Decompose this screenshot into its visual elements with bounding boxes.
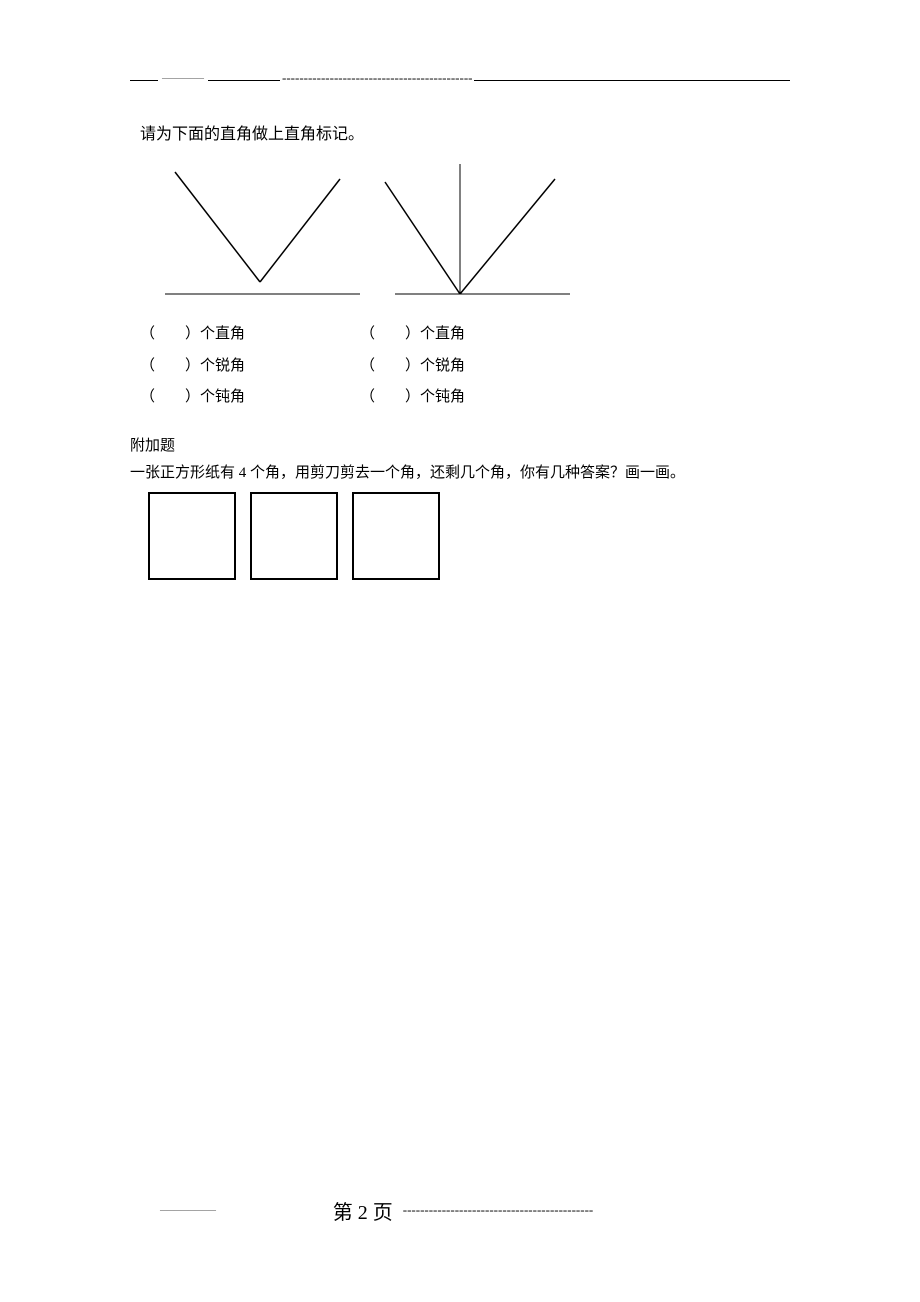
top-rule-dashes: ----------------------------------------…: [280, 70, 474, 86]
footer-left-mark: ————————: [160, 1206, 216, 1214]
label-col-right: （ ）个直角 （ ）个锐角 （ ）个钝角: [360, 319, 570, 414]
instruction-text: 请为下面的直角做上直角标记。: [140, 120, 790, 144]
blank-square: [250, 492, 338, 580]
label-left-right-angle: （ ）个直角: [140, 319, 350, 351]
label-left-obtuse-angle: （ ）个钝角: [140, 382, 350, 414]
blank-square: [148, 492, 236, 580]
bonus-section: 附加题 一张正方形纸有 4 个角，用剪刀剪去一个角，还剩几个角，你有几种答案？画…: [130, 434, 790, 580]
label-right-right-angle: （ ）个直角: [360, 319, 570, 351]
page-footer: ———————— 第 2 页 -------------------------…: [130, 1198, 790, 1222]
angle-diagrams: [140, 164, 800, 304]
footer-dashes: ----------------------------------------…: [403, 1202, 593, 1218]
label-col-left: （ ）个直角 （ ）个锐角 （ ）个钝角: [140, 319, 350, 414]
top-rule: —————— ---------------------------------…: [130, 70, 790, 90]
top-rule-left-mark: ——————: [158, 74, 208, 82]
angle-labels: （ ）个直角 （ ）个锐角 （ ）个钝角 （ ）个直角 （ ）个锐角 （ ）个钝…: [140, 319, 790, 414]
bonus-title: 附加题: [130, 434, 790, 455]
footer-page-label: 第 2 页: [327, 1196, 399, 1225]
bonus-text: 一张正方形纸有 4 个角，用剪刀剪去一个角，还剩几个角，你有几种答案？画一画。: [130, 461, 790, 482]
blank-square: [352, 492, 440, 580]
squares-container: [148, 492, 790, 580]
diagram-svg: [140, 164, 580, 304]
label-left-acute-angle: （ ）个锐角: [140, 351, 350, 383]
label-right-obtuse-angle: （ ）个钝角: [360, 382, 570, 414]
label-right-acute-angle: （ ）个锐角: [360, 351, 570, 383]
